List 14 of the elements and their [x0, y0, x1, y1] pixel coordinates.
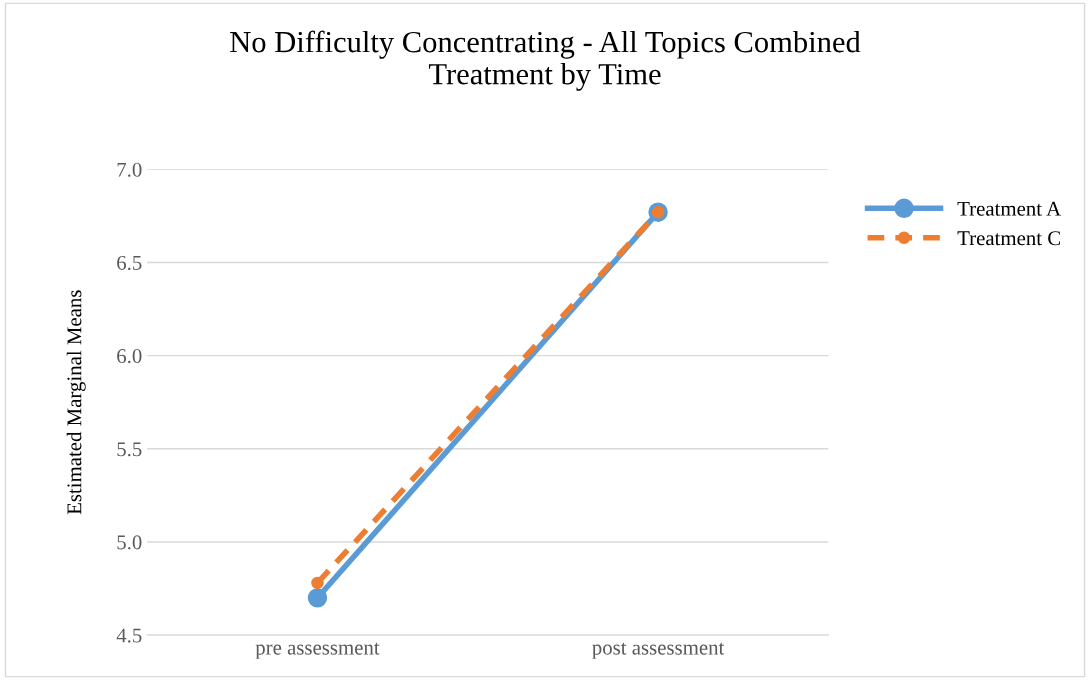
y-axis-title: Estimated Marginal Means	[66, 290, 86, 515]
legend-label: Treatment A	[957, 201, 1061, 216]
y-tick-label: 4.5	[116, 628, 142, 643]
y-tick-label: 5.5	[117, 442, 142, 457]
y-tick-label: 5.0	[117, 535, 142, 550]
y-tick-label: 7.0	[117, 162, 142, 177]
point	[307, 588, 328, 608]
y-tick-label: 6.0	[117, 349, 142, 364]
legend-label: Treatment C	[957, 231, 1060, 246]
point	[311, 576, 324, 590]
y-tick-label: 6.5	[117, 255, 142, 270]
x-tick-label: post assessment	[592, 642, 725, 659]
chart-title: No Difficulty Concentrating - All Topics Combined Treatment by Time	[230, 30, 861, 91]
x-tick-label: pre assessment	[255, 642, 380, 659]
